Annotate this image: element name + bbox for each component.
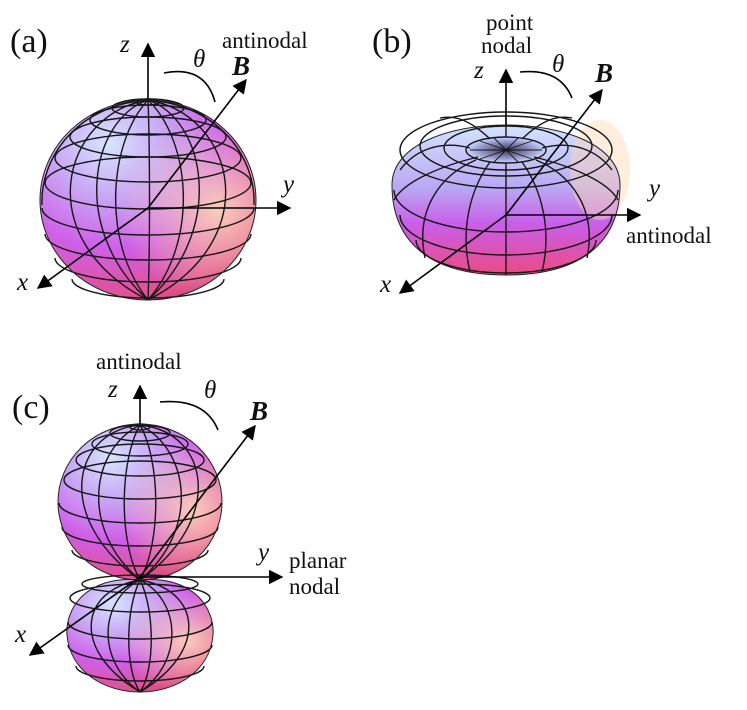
annotation-nodal-c: nodal [289, 574, 340, 599]
x-label-a: x [16, 269, 28, 296]
theta-label-c: θ [204, 377, 216, 404]
theta-label-b: θ [552, 51, 564, 78]
x-label-b: x [379, 271, 391, 298]
panel-c: (c) [12, 349, 347, 693]
annotation-antinodal-b: antinodal [626, 223, 712, 248]
theta-arc-b [519, 70, 573, 99]
x-axis-a [36, 207, 149, 289]
sphere-surface-a [39, 98, 257, 301]
theta-arc-c [159, 400, 219, 431]
b-label-a: B [231, 51, 250, 81]
annotation-point-b: point [486, 10, 534, 35]
theta-label-a: θ [193, 46, 205, 73]
annotation-planar-c: planar [289, 548, 347, 573]
z-label-c: z [107, 376, 118, 403]
panel-a: (a) [10, 23, 308, 301]
panel-b: (b) [372, 10, 712, 298]
y-label-a: y [280, 171, 295, 198]
x-axis-c [28, 576, 141, 656]
b-vector-b [505, 88, 603, 216]
annotation-antinodal-c: antinodal [96, 349, 182, 374]
b-vector-c [139, 424, 256, 578]
z-label-a: z [119, 31, 130, 58]
b-vector-a [147, 78, 247, 209]
y-label-b: y [646, 175, 661, 202]
b-label-c: B [249, 396, 268, 426]
annotation-nodal-b: nodal [481, 33, 532, 58]
lower-lobe-c [66, 574, 214, 693]
annotation-antinodal-a: antinodal [222, 28, 308, 53]
panel-a-label: (a) [10, 23, 48, 60]
y-label-c: y [255, 539, 270, 566]
panel-c-label: (c) [12, 389, 50, 426]
z-label-b: z [473, 57, 484, 84]
torus-surface-b [391, 110, 630, 276]
x-axis-b [398, 214, 507, 294]
panel-b-label: (b) [372, 23, 412, 60]
upper-lobe-c [57, 423, 223, 581]
theta-arc-a [163, 70, 216, 103]
x-label-c: x [14, 621, 26, 648]
b-label-b: B [594, 58, 613, 88]
